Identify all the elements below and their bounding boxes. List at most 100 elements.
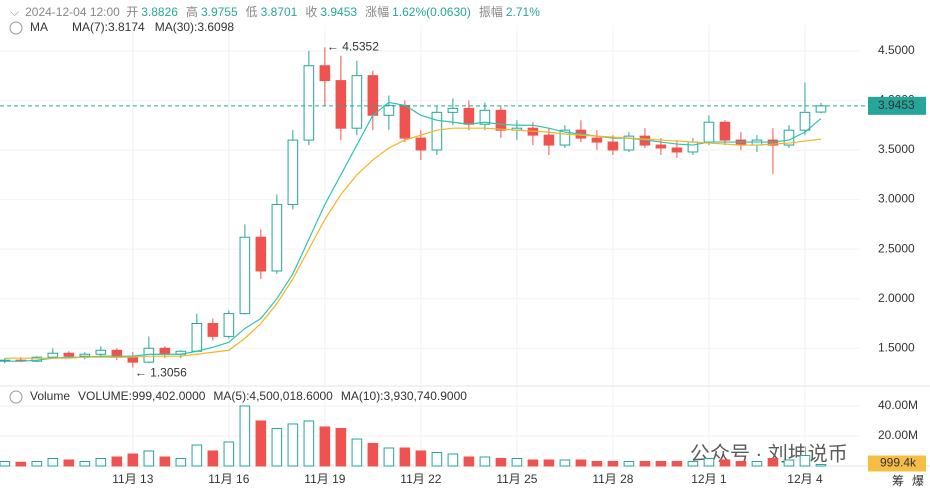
value: 3.8701 <box>260 5 298 19</box>
candle-body <box>463 107 475 125</box>
value: 2.71% <box>505 5 540 19</box>
volume-bar <box>159 456 171 467</box>
last-price-box <box>868 96 926 115</box>
candle-body <box>415 137 427 151</box>
indicator-label: MA <box>30 20 48 34</box>
volume-bar <box>207 450 219 467</box>
y-tick-label: 3.5000 <box>878 142 915 156</box>
footer-icon[interactable]: 爆 <box>912 474 924 488</box>
key: 高 <box>185 5 198 19</box>
collapse-icon[interactable]: ⌵ <box>10 5 20 19</box>
y-tick-label: 40.00M <box>878 398 918 412</box>
volume-bar <box>751 460 763 467</box>
value: 3.8826 <box>141 5 178 19</box>
candle-body <box>239 236 251 315</box>
x-tick-label: 12月 4 <box>787 472 823 486</box>
key: 开 <box>126 5 139 19</box>
volume-bar <box>303 420 315 467</box>
y-tick-label: 4.5000 <box>878 43 915 57</box>
last-price-label: 3.9453 <box>878 98 915 112</box>
footer-icon[interactable]: 筹 <box>892 474 904 488</box>
volume-bar <box>319 426 331 467</box>
x-tick-label: 11月 22 <box>400 472 441 486</box>
value: 3.9755 <box>200 5 238 19</box>
volume-bar <box>655 460 667 467</box>
volume-bar <box>671 460 683 467</box>
volume-bar <box>815 463 827 467</box>
volume-bar <box>127 453 139 467</box>
volume-bar <box>767 457 779 467</box>
candle-body <box>447 107 459 113</box>
legend-entry: MA(10):3,930,740.9000 <box>341 389 467 403</box>
volume-bar <box>111 456 123 467</box>
legend-entry: MA(30):3.6098 <box>155 20 235 34</box>
x-tick-label: 11月 16 <box>208 472 249 486</box>
x-tick-label: 11月 13 <box>112 472 153 486</box>
candle-body <box>287 139 299 206</box>
y-tick-label: 2.0000 <box>878 291 915 305</box>
volume-bar <box>0 460 11 467</box>
candle-body <box>367 75 379 116</box>
legend-entry: MA(7):3.8174 <box>72 20 145 34</box>
candle-body <box>623 135 635 151</box>
volume-bar <box>271 427 283 467</box>
collapse-icon[interactable] <box>9 390 23 404</box>
candle-body <box>319 65 331 82</box>
volume-bar <box>335 427 347 467</box>
volume-bar <box>351 438 363 467</box>
candle-body <box>159 347 171 355</box>
candle-body <box>223 313 235 337</box>
legend-entry: VOLUME:999,402.0000 <box>78 389 206 403</box>
current-volume-label: 999.4k <box>880 456 917 470</box>
x-tick-label: 11月 19 <box>304 472 345 486</box>
candle-body <box>687 141 699 153</box>
volume-bar <box>47 457 59 467</box>
volume-bar <box>687 460 699 467</box>
candle-body <box>63 352 75 357</box>
x-tick-label: 11月 25 <box>496 472 537 486</box>
candle-body <box>671 147 683 153</box>
volume-title: Volume <box>30 389 70 403</box>
volume-bar <box>559 459 571 467</box>
candle-body <box>399 104 411 139</box>
volume-bar <box>527 459 539 467</box>
candle-body <box>479 109 491 125</box>
volume-bar <box>543 459 555 467</box>
key: 涨幅 <box>365 5 390 19</box>
volume-bar <box>399 447 411 467</box>
candle-body <box>127 356 139 363</box>
volume-bar <box>511 457 523 467</box>
ma-line <box>4 127 822 359</box>
y-tick-label: 2.5000 <box>878 241 915 255</box>
candle-body <box>47 352 59 358</box>
candle-body <box>271 204 283 272</box>
candle-body <box>383 104 395 116</box>
y-tick-label: 1.5000 <box>878 340 915 354</box>
candle-body <box>559 129 571 146</box>
volume-bar <box>415 450 427 467</box>
candle-body <box>351 75 363 129</box>
key: 收 <box>305 5 318 19</box>
candle-body <box>255 236 267 272</box>
candle-body <box>799 111 811 131</box>
candle-body <box>207 322 219 337</box>
volume-bar <box>143 450 155 467</box>
collapse-icon[interactable] <box>9 21 23 35</box>
candle-body <box>95 349 107 355</box>
volume-bar <box>607 460 619 467</box>
volume-bar <box>495 457 507 467</box>
candle-body <box>607 141 619 151</box>
volume-bar <box>63 459 75 467</box>
volume-bar <box>255 420 267 467</box>
volume-bar <box>479 456 491 467</box>
volume-bar <box>223 441 235 467</box>
volume-bar <box>367 442 379 467</box>
x-tick-label: 12月 1 <box>691 472 727 486</box>
annotation: ← 1.3056 <box>135 366 187 380</box>
volume-bar <box>783 459 795 467</box>
volume-bar <box>15 461 27 467</box>
volume-bar <box>799 454 811 467</box>
candle-body <box>655 144 667 149</box>
volume-bar <box>719 459 731 467</box>
